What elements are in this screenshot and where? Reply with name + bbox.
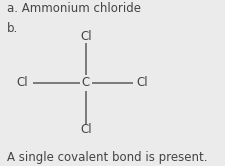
Text: b.: b. — [7, 22, 18, 35]
Text: a. Ammonium chloride: a. Ammonium chloride — [7, 2, 140, 15]
Text: Cl: Cl — [80, 30, 91, 43]
Text: Cl: Cl — [136, 77, 148, 89]
Text: C: C — [81, 77, 90, 89]
Text: Cl: Cl — [17, 77, 28, 89]
Text: Cl: Cl — [80, 123, 91, 136]
Text: A single covalent bond is present.: A single covalent bond is present. — [7, 151, 206, 164]
